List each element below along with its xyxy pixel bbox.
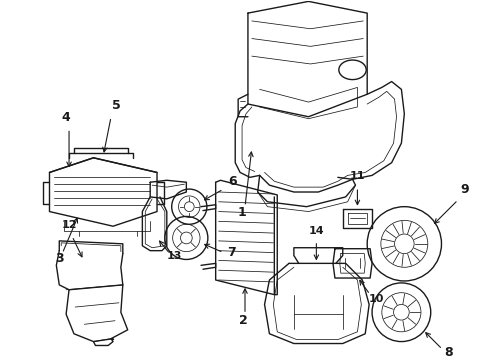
Text: 7: 7 xyxy=(227,246,236,258)
Text: 4: 4 xyxy=(62,111,71,123)
Text: 13: 13 xyxy=(167,251,182,261)
Text: 9: 9 xyxy=(461,183,469,196)
Text: 6: 6 xyxy=(228,175,237,188)
Text: 8: 8 xyxy=(444,346,453,359)
Text: 3: 3 xyxy=(55,252,64,265)
Text: 10: 10 xyxy=(368,294,384,305)
Text: 2: 2 xyxy=(239,314,247,327)
Text: 14: 14 xyxy=(309,226,324,236)
Text: 5: 5 xyxy=(112,99,121,112)
Text: 1: 1 xyxy=(238,206,246,220)
Text: 11: 11 xyxy=(350,171,365,181)
Text: 12: 12 xyxy=(61,220,77,230)
